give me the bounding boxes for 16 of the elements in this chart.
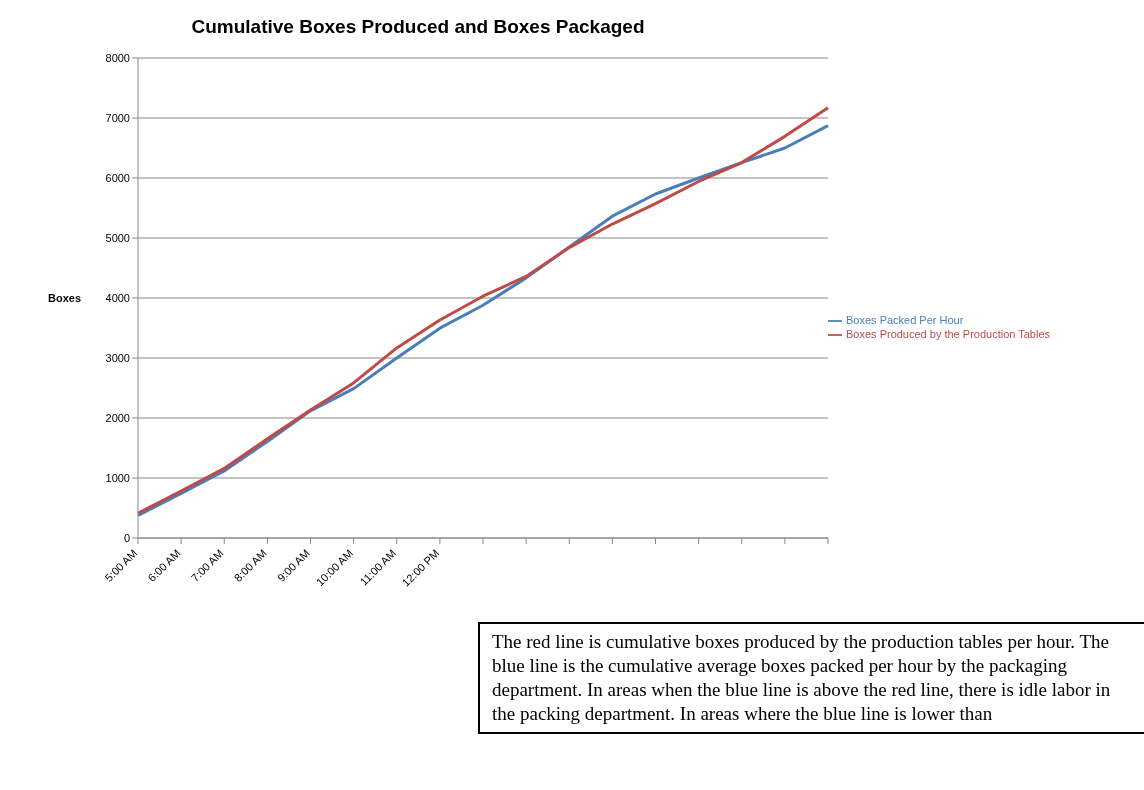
y-tick-label: 5000 <box>105 231 130 244</box>
y-tick-label: 4000 <box>105 291 130 304</box>
text: The red line is cumulative boxes produced by the production tables per hour. The blue line is the cumulative average boxes packed per hour by the packaging department. In areas when the blue line is above the red line, there is idle labor in the packing department. In areas where the blue line is lower than <box>478 622 1144 734</box>
legend-label: Boxes Produced by the Production Tables <box>846 328 1051 340</box>
y-tick-label: 0 <box>123 531 130 544</box>
x-tick-label: 6:00 AM <box>145 546 183 584</box>
y-tick-label: 7000 <box>105 111 130 124</box>
y-tick-label: 2000 <box>105 411 130 424</box>
y-tick-label: 8000 <box>105 51 130 64</box>
x-tick-label: 7:00 AM <box>188 546 226 584</box>
chart-title: Cumulative Boxes Produced and Boxes Packaged <box>190 15 646 38</box>
y-tick-label: 3000 <box>105 351 130 364</box>
y-tick-label: 6000 <box>105 171 130 184</box>
y-axis-title: Boxes <box>48 291 82 304</box>
legend-label: Boxes Packed Per Hour <box>846 313 964 326</box>
y-tick-label: 1000 <box>105 471 130 484</box>
